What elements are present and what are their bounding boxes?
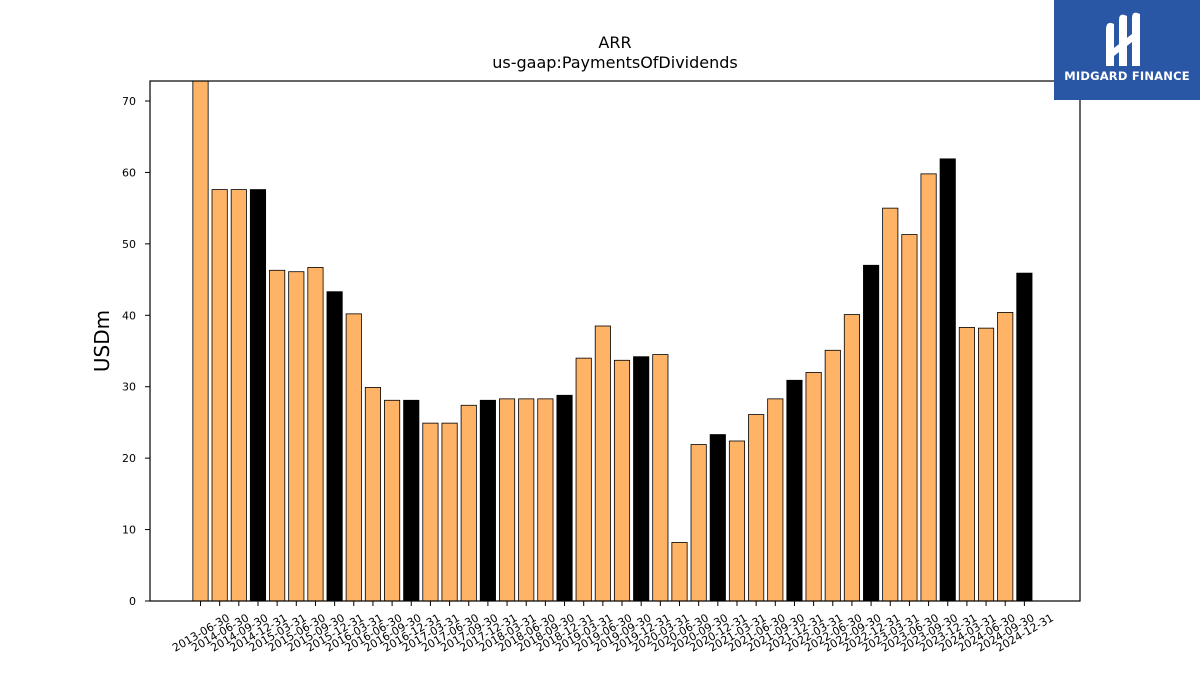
bar-2024-06-30 xyxy=(978,327,995,602)
bar-2018-06-30 xyxy=(518,398,535,602)
y-tick-label: 0 xyxy=(129,595,136,608)
bar-2021-09-30 xyxy=(767,398,784,602)
y-tick-label: 10 xyxy=(122,524,136,537)
bar-2015-03-31 xyxy=(269,269,286,602)
midgard-finance-logo: MIDGARD FINANCE xyxy=(1054,0,1200,100)
bar-2016-06-30 xyxy=(364,387,381,602)
y-tick-label: 40 xyxy=(122,309,136,322)
bar-2015-12-31 xyxy=(326,291,343,602)
y-axis-ticks: 0 10 20 30 40 50 60 70 xyxy=(122,95,150,608)
bar-2017-06-30 xyxy=(441,422,458,602)
chart-subtitle: us-gaap:PaymentsOfDividends xyxy=(492,53,737,72)
bar-2017-09-30 xyxy=(460,404,477,602)
bar-2021-12-31 xyxy=(786,379,803,602)
bar-2017-12-31 xyxy=(479,399,496,602)
logo-text: MIDGARD FINANCE xyxy=(1064,69,1190,83)
bar-2022-12-31 xyxy=(863,264,880,602)
bar-2023-09-30 xyxy=(920,173,937,602)
y-tick-label: 50 xyxy=(122,238,136,251)
y-tick-label: 70 xyxy=(122,95,136,108)
bar-2017-03-31 xyxy=(422,422,439,602)
bars-group xyxy=(192,80,1033,602)
bar-2020-12-31 xyxy=(709,434,726,602)
plot-frame xyxy=(149,80,1081,602)
bar-2014-06-30 xyxy=(211,189,228,602)
bar-2016-12-31 xyxy=(403,399,420,602)
y-tick-label: 20 xyxy=(122,452,136,465)
bar-2020-06-30 xyxy=(671,542,688,602)
bar-2018-12-31 xyxy=(556,394,573,602)
midgard-logo-icon xyxy=(1106,12,1140,67)
x-axis-ticks: 2013-06-302014-06-302014-09-302014-12-31… xyxy=(170,601,1056,655)
bar-2023-12-31 xyxy=(939,158,956,602)
bar-2019-09-30 xyxy=(613,359,631,602)
y-axis-label: USDm xyxy=(90,310,114,372)
bar-2022-09-30 xyxy=(843,314,860,602)
bar-2024-09-30 xyxy=(997,312,1014,602)
bar-2021-06-30 xyxy=(748,414,765,602)
bar-2024-12-31 xyxy=(1016,272,1033,602)
bar-2014-09-30 xyxy=(230,189,247,602)
bar-2023-03-31 xyxy=(882,207,899,602)
y-tick-label: 30 xyxy=(122,381,136,394)
bar-2018-03-31 xyxy=(499,398,516,602)
bar-2019-03-31 xyxy=(575,357,592,602)
bar-2016-09-30 xyxy=(384,399,401,602)
bar-2022-06-30 xyxy=(824,349,841,602)
bar-2015-09-30 xyxy=(307,267,324,602)
bar-2018-09-30 xyxy=(537,398,554,602)
bar-2023-06-30 xyxy=(901,234,918,602)
chart-title: ARR xyxy=(598,33,631,52)
bar-2019-06-30 xyxy=(594,325,611,602)
y-tick-label: 60 xyxy=(122,166,136,179)
bar-2019-12-31 xyxy=(633,356,650,602)
bar-2021-03-31 xyxy=(728,440,746,602)
bar-2015-06-30 xyxy=(288,271,305,602)
bar-2016-03-31 xyxy=(345,313,362,602)
bar-2014-12-31 xyxy=(249,189,267,602)
bar-2020-03-31 xyxy=(652,354,669,602)
bar-2022-03-31 xyxy=(805,372,822,602)
bar-2013-06-30 xyxy=(192,80,209,602)
bar-2020-09-30 xyxy=(690,444,707,602)
bar-2024-03-31 xyxy=(958,327,975,602)
